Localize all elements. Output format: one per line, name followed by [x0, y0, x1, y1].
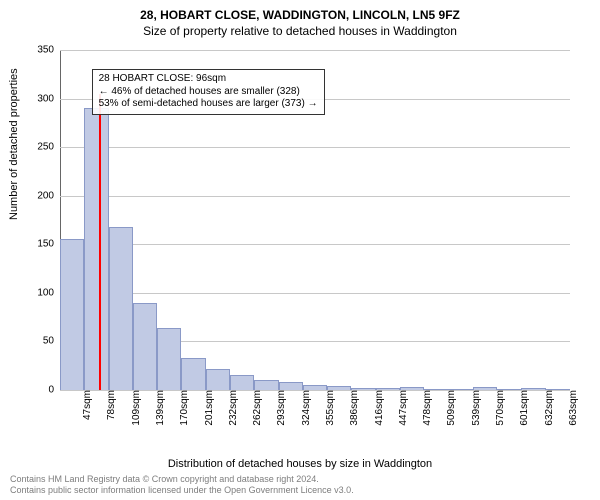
x-axis-label: Distribution of detached houses by size …: [0, 458, 600, 470]
x-tick-label: 293sqm: [270, 390, 287, 426]
x-tick-label: 170sqm: [173, 390, 190, 426]
histogram-bar: [157, 328, 181, 390]
y-tick-label: 250: [37, 142, 60, 153]
chart-container: 28, HOBART CLOSE, WADDINGTON, LINCOLN, L…: [0, 0, 600, 500]
gridline: [60, 293, 570, 294]
histogram-bar: [206, 369, 230, 390]
plot-area: 05010015020025030035047sqm78sqm109sqm139…: [60, 50, 570, 390]
x-tick-label: 201sqm: [198, 390, 215, 426]
annotation-line1: 28 HOBART CLOSE: 96sqm: [99, 73, 318, 86]
chart-subtitle: Size of property relative to detached ho…: [0, 22, 600, 38]
gridline: [60, 244, 570, 245]
y-tick-label: 300: [37, 93, 60, 104]
x-tick-label: 478sqm: [416, 390, 433, 426]
x-tick-label: 539sqm: [465, 390, 482, 426]
x-tick-label: 663sqm: [562, 390, 579, 426]
x-tick-label: 139sqm: [149, 390, 166, 426]
x-tick-label: 509sqm: [440, 390, 457, 426]
x-tick-label: 78sqm: [100, 390, 117, 420]
gridline: [60, 147, 570, 148]
footer-attribution: Contains HM Land Registry data © Crown c…: [10, 474, 354, 496]
x-tick-label: 262sqm: [246, 390, 263, 426]
y-tick-label: 0: [48, 385, 60, 396]
x-tick-label: 570sqm: [489, 390, 506, 426]
x-tick-label: 601sqm: [513, 390, 530, 426]
x-tick-label: 386sqm: [343, 390, 360, 426]
y-tick-label: 100: [37, 287, 60, 298]
annotation-line3: 53% of semi-detached houses are larger (…: [99, 98, 318, 111]
x-tick-label: 447sqm: [392, 390, 409, 426]
histogram-bar: [109, 227, 133, 390]
x-tick-label: 355sqm: [319, 390, 336, 426]
x-tick-label: 632sqm: [538, 390, 555, 426]
y-tick-label: 50: [43, 336, 60, 347]
chart-title: 28, HOBART CLOSE, WADDINGTON, LINCOLN, L…: [0, 0, 600, 22]
gridline: [60, 50, 570, 51]
x-tick-label: 416sqm: [368, 390, 385, 426]
annotation-line2: ← 46% of detached houses are smaller (32…: [99, 86, 318, 99]
x-tick-label: 109sqm: [125, 390, 142, 426]
y-tick-label: 200: [37, 190, 60, 201]
histogram-bar: [133, 303, 157, 390]
histogram-bar: [254, 380, 278, 390]
y-tick-label: 150: [37, 239, 60, 250]
histogram-bar: [279, 382, 303, 390]
footer-line2: Contains public sector information licen…: [10, 485, 354, 496]
y-tick-label: 350: [37, 45, 60, 56]
x-tick-label: 47sqm: [76, 390, 93, 420]
y-axis-label: Number of detached properties: [8, 68, 20, 220]
histogram-bar: [60, 239, 84, 390]
footer-line1: Contains HM Land Registry data © Crown c…: [10, 474, 354, 485]
histogram-bar: [181, 358, 205, 390]
histogram-bar: [230, 375, 254, 390]
annotation-box: 28 HOBART CLOSE: 96sqm← 46% of detached …: [92, 69, 325, 115]
property-marker-line: [99, 94, 101, 390]
gridline: [60, 196, 570, 197]
x-tick-label: 324sqm: [295, 390, 312, 426]
histogram-bar: [84, 108, 108, 390]
x-tick-label: 232sqm: [222, 390, 239, 426]
